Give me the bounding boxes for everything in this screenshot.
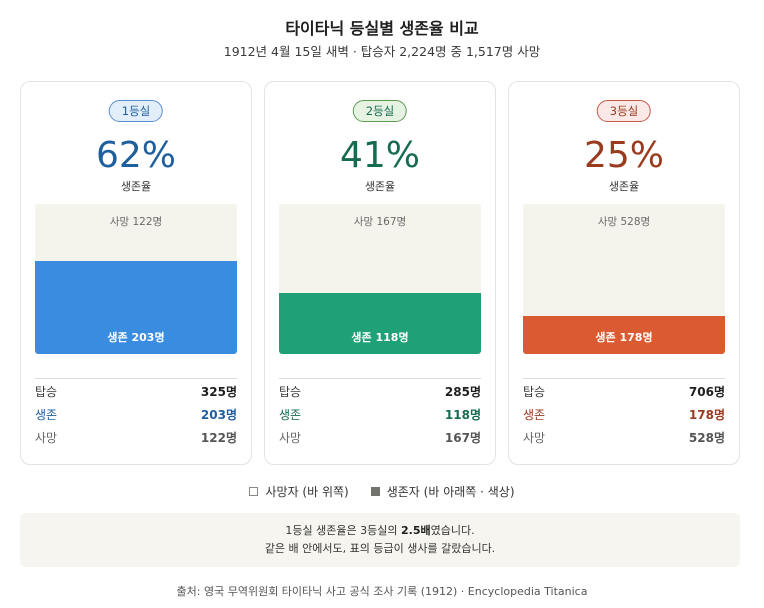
died-row-value: 122명 [200,431,237,445]
legend-dead-label: 사망자 (바 위쪽) [265,485,349,499]
class-badge: 2등실 [352,100,408,122]
note-line-1: 1등실 생존율은 3등실의 2.5배였습니다. [20,522,740,540]
died-row-value: 528명 [688,431,725,445]
source-citation: 출처: 영국 무역위원회 타이타닉 사고 공식 조사 기록 (1912) · E… [176,585,588,598]
stats-divider [523,378,725,379]
boarded-row: 탑승 325명 [35,383,237,401]
page-title: 타이타닉 등실별 생존율 비교 [285,19,479,38]
insight-note: 1등실 생존율은 3등실의 2.5배였습니다. 같은 배 안에서도, 표의 등급… [20,513,740,567]
note-line-1-post: 였습니다. [430,524,475,537]
survival-rate-label: 생존율 [364,180,396,193]
legend-survived: 생존자 (바 아래쪽 · 색상) [370,483,515,500]
survived-row: 생존 203명 [35,406,237,424]
class-badge: 1등실 [108,100,164,122]
legend-dead-swatch [249,487,259,496]
died-row-label: 사망 [279,431,302,445]
survived-row-value: 178명 [688,408,725,422]
survival-rate-label: 생존율 [120,180,152,193]
survived-row-label: 생존 [279,408,302,422]
survival-rate: 41% [339,135,420,176]
bar-dead-label: 사망 528명 [597,216,651,228]
bar-survived-label: 생존 118명 [351,331,409,344]
boarded-row-value: 706명 [688,385,725,399]
bar-dead-label: 사망 167명 [353,216,407,228]
legend-survived-swatch [370,487,380,496]
bar-survived-fill: 생존 178명 [523,316,725,354]
boarded-row: 탑승 285명 [279,383,481,401]
boarded-row-value: 285명 [444,385,481,399]
note-line-1-bold: 2.5배 [400,524,431,537]
boarded-row-label: 탑승 [279,385,302,399]
note-line-2: 같은 배 안에서도, 표의 등급이 생사를 갈랐습니다. [264,542,496,555]
legend-survived-label: 생존자 (바 아래쪽 · 색상) [386,485,515,499]
class-badge: 3등실 [596,100,652,122]
died-row: 사망 528명 [523,429,725,447]
survival-rate: 62% [95,135,176,176]
died-row-value: 167명 [444,431,481,445]
boarded-row: 탑승 706명 [523,383,725,401]
survived-row-label: 생존 [523,408,546,422]
died-row-label: 사망 [35,431,58,445]
bar-survived-label: 생존 178명 [595,331,653,344]
died-row-label: 사망 [523,431,546,445]
stats-divider [279,378,481,379]
died-row: 사망 167명 [279,429,481,447]
bar-survived-fill: 생존 203명 [35,261,237,354]
page-subtitle: 1912년 4월 15일 새벽 · 탑승자 2,224명 중 1,517명 사망 [223,44,541,59]
survived-row-label: 생존 [35,408,58,422]
boarded-row-value: 325명 [200,385,237,399]
note-line-1-pre: 1등실 생존율은 3등실의 [285,524,401,537]
bar-survived-fill: 생존 118명 [279,293,481,354]
survived-row-value: 203명 [200,408,237,422]
survival-rate-label: 생존율 [608,180,640,193]
survived-row: 생존 118명 [279,406,481,424]
legend-dead: 사망자 (바 위쪽) [249,483,349,500]
legend: 사망자 (바 위쪽) 생존자 (바 아래쪽 · 색상) [0,483,764,500]
survival-rate: 25% [583,135,664,176]
boarded-row-label: 탑승 [35,385,58,399]
survived-row: 생존 178명 [523,406,725,424]
class-card-1: 1등실 62% 생존율 사망 122명 생존 203명 탑승 325명 생존 203명 사망 122… [20,81,252,465]
bar-survived-label: 생존 203명 [107,331,165,344]
died-row: 사망 122명 [35,429,237,447]
boarded-row-label: 탑승 [523,385,546,399]
bar-dead-label: 사망 122명 [109,216,163,228]
stats-divider [35,378,237,379]
class-card-2: 2등실 41% 생존율 사망 167명 생존 118명 탑승 285명 생존 118명 사망 167… [264,81,496,465]
class-card-3: 3등실 25% 생존율 사망 528명 생존 178명 탑승 706명 생존 178명 사망 528… [508,81,740,465]
survived-row-value: 118명 [444,408,481,422]
